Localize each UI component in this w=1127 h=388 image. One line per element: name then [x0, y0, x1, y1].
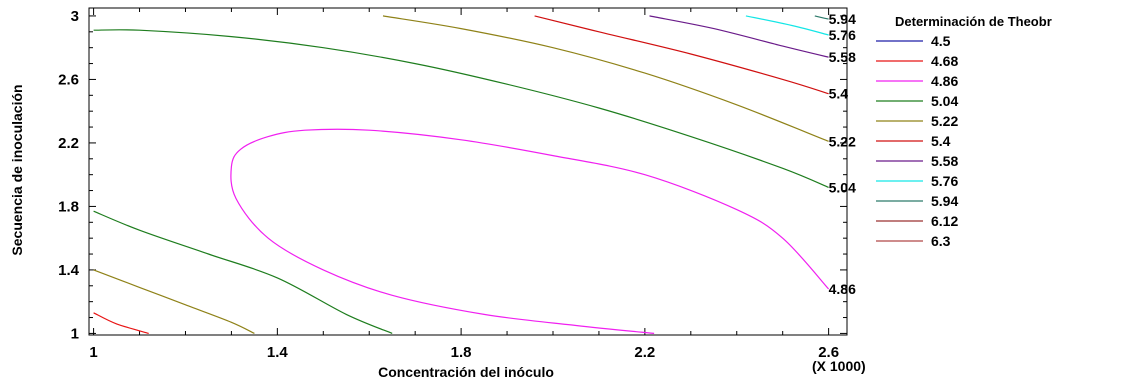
contour-line-5-22	[93, 269, 255, 334]
legend-label: 6.3	[931, 233, 951, 249]
contour-label-5-58: 5.58	[829, 49, 856, 65]
legend-title: Determinación de Theobr	[895, 14, 1052, 29]
contour-label-5-94: 5.94	[829, 11, 856, 27]
contour-line-5-58	[649, 15, 829, 58]
contour-label-5-04: 5.04	[829, 179, 856, 195]
contour-line-5-94	[814, 15, 829, 20]
contour-label-5-4: 5.4	[829, 86, 849, 102]
x-tick-label: 1.4	[267, 344, 289, 361]
y-axis-title: Secuencia de inoculación	[9, 84, 25, 255]
legend-label: 5.04	[931, 93, 958, 109]
contour-line-5-22	[382, 15, 829, 142]
contour-label-5-76: 5.76	[829, 27, 856, 43]
x-tick-label: 2.6	[818, 344, 839, 361]
contour-line-5-76	[745, 15, 829, 36]
legend-label: 5.58	[931, 153, 958, 169]
contour-lines	[93, 15, 830, 334]
contour-labels: 4.86 5.04 5.22 5.4 5.58 5.765.94	[829, 11, 856, 297]
x-axis-multiplier: (X 1000)	[812, 358, 866, 374]
y-tick-label: 2.6	[58, 71, 79, 88]
y-tick-label: 3	[71, 8, 79, 25]
contour-line-4-86	[230, 128, 830, 334]
legend-label: 5.22	[931, 113, 958, 129]
y-tick-label: 1.4	[58, 262, 80, 279]
legend-label: 6.12	[931, 213, 958, 229]
contour-label-4-86: 4.86	[829, 281, 856, 297]
contour-line-5-04	[93, 29, 829, 188]
legend: 4.5 4.68 4.86 5.04 5.22 5.4 5.58 5.76 5.94 6.12 6.…	[876, 33, 958, 249]
legend-label: 5.4	[931, 133, 951, 149]
x-tick-label: 1.8	[451, 344, 472, 361]
axis-ticks: 1 1.4 1.8 2.2 2.6 1 1.4 1.8 2.2 2.6 3	[58, 8, 847, 361]
legend-label: 5.76	[931, 173, 958, 189]
legend-label: 4.68	[931, 53, 958, 69]
x-axis-title: Concentración del inóculo	[378, 364, 554, 380]
legend-label: 4.86	[931, 73, 958, 89]
x-tick-label: 1	[89, 344, 97, 361]
contour-line-5-04	[93, 210, 393, 334]
y-tick-label: 1	[71, 325, 79, 342]
legend-label: 5.94	[931, 193, 958, 209]
y-tick-label: 1.8	[58, 198, 79, 215]
contour-line-5-4	[534, 15, 829, 95]
contour-line-4-68	[93, 312, 149, 334]
legend-label: 4.5	[931, 33, 951, 49]
contour-label-5-22: 5.22	[829, 133, 856, 149]
y-tick-label: 2.2	[58, 135, 79, 152]
plot-frame	[88, 7, 848, 336]
x-tick-label: 2.2	[634, 344, 655, 361]
